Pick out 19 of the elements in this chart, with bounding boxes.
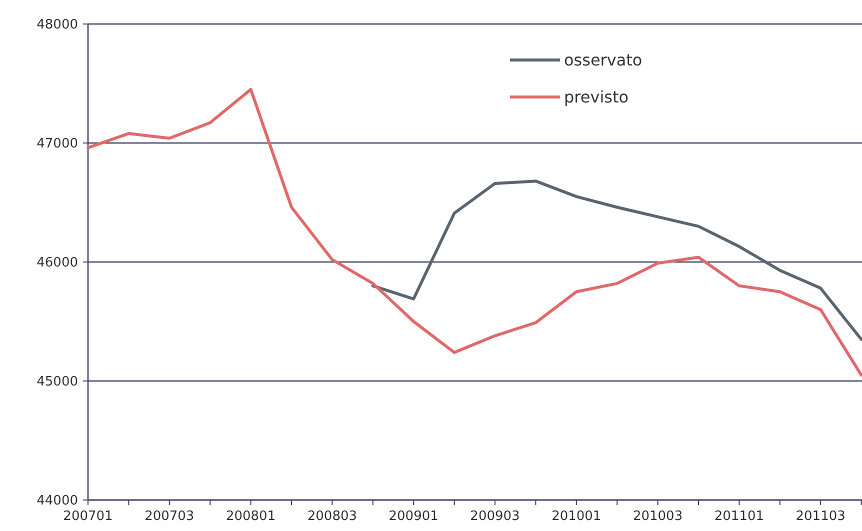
- x-tick-label: 200703: [144, 509, 194, 524]
- x-tick-label: 201101: [714, 509, 764, 524]
- line-series: [86, 88, 862, 377]
- x-tick-label: 200701: [63, 509, 113, 524]
- legend-label: osservato: [564, 50, 642, 70]
- x-tick-label: 201003: [632, 509, 683, 524]
- line-series: [371, 180, 862, 341]
- x-tick-label: 200801: [226, 509, 276, 524]
- legend-label: previsto: [564, 88, 629, 107]
- x-tick-label: 201103: [796, 509, 846, 524]
- x-tick-label: 200803: [307, 509, 358, 524]
- y-tick-label: 44000: [36, 494, 78, 509]
- y-tick-label: 48000: [36, 18, 78, 33]
- y-tick-label: 45000: [36, 374, 78, 390]
- y-tick-label: 47000: [36, 136, 78, 152]
- x-tick-label: 200903: [470, 509, 520, 524]
- x-tick-label: 200901: [388, 509, 438, 524]
- y-tick-label: 46000: [36, 256, 78, 271]
- x-tick-label: 201001: [552, 509, 602, 524]
